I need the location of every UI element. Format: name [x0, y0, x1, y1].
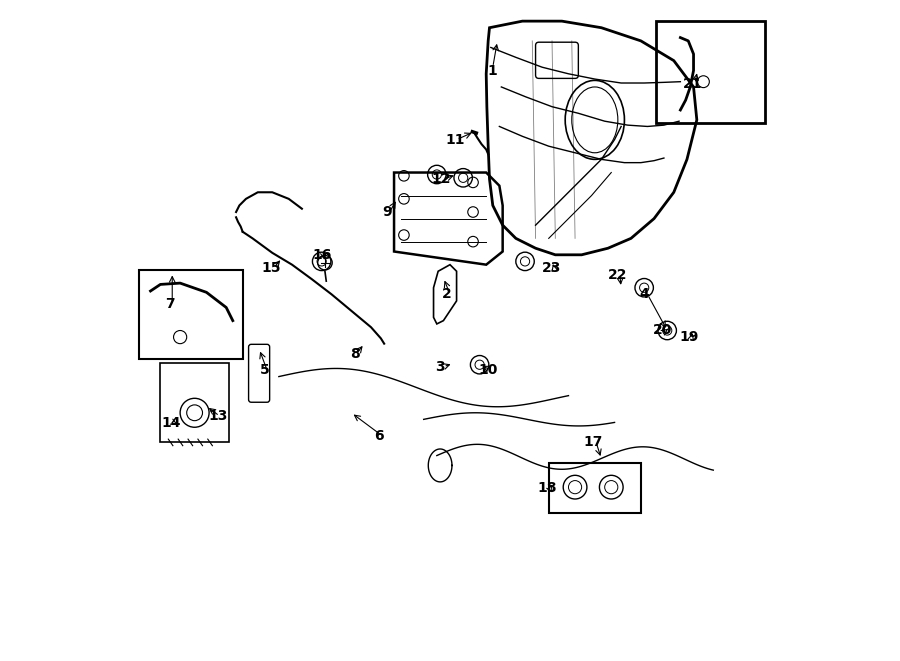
Text: 16: 16 [312, 248, 331, 262]
Text: 21: 21 [682, 77, 702, 91]
Text: 19: 19 [680, 330, 698, 344]
Text: 13: 13 [209, 409, 228, 423]
Text: 20: 20 [652, 323, 672, 338]
Text: 23: 23 [543, 261, 562, 275]
Text: 10: 10 [479, 363, 498, 377]
Text: 2: 2 [442, 288, 452, 301]
Text: 9: 9 [382, 205, 392, 219]
Text: 8: 8 [350, 346, 359, 360]
Text: 11: 11 [446, 133, 465, 147]
Text: 22: 22 [608, 268, 627, 282]
Text: 6: 6 [374, 429, 383, 443]
Text: 3: 3 [436, 360, 445, 373]
Text: 17: 17 [584, 436, 603, 449]
Text: 7: 7 [166, 297, 176, 311]
Text: 5: 5 [259, 363, 269, 377]
Text: 15: 15 [261, 261, 281, 275]
Text: 18: 18 [537, 481, 557, 496]
Text: 12: 12 [432, 172, 451, 186]
Text: 14: 14 [162, 416, 181, 430]
Text: 4: 4 [639, 288, 649, 301]
Text: 1: 1 [488, 63, 498, 77]
